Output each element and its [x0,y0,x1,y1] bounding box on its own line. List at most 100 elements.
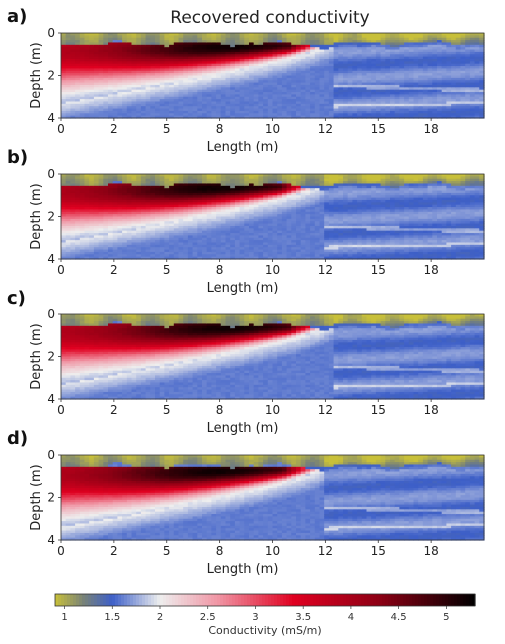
heatmap-cell [155,108,161,112]
heatmap-cell [61,47,67,51]
heatmap-cell [122,101,128,105]
heatmap-cell [422,84,429,88]
heatmap-cell [408,99,415,103]
heatmap-cell [150,51,156,55]
heatmap-cell [437,101,443,105]
heatmap-cell [117,84,123,88]
heatmap-cell [258,75,264,79]
heatmap-cell [474,40,480,44]
heatmap-cell [347,106,353,110]
heatmap-cell [451,33,457,36]
heatmap-cell [347,35,353,39]
heatmap-cell [122,40,128,44]
heatmap-cell [103,254,109,258]
heatmap-cell [422,96,429,100]
heatmap-cell [234,75,241,79]
heatmap-cell [140,70,147,74]
heatmap-cell [413,113,419,117]
heatmap-cell [183,110,189,114]
heatmap-cell [84,33,90,36]
heatmap-cell [253,115,259,119]
heatmap-cell [371,66,377,70]
heatmap-cell [286,63,292,67]
heatmap-cell [108,202,114,206]
heatmap-cell [61,106,67,110]
heatmap-cell [159,108,165,112]
heatmap-cell [117,94,123,98]
heatmap-cell [187,87,194,91]
heatmap-cell [296,82,302,86]
heatmap-cell [89,240,95,244]
heatmap-cell [136,82,142,86]
heatmap-cell [390,108,396,112]
heatmap-cell [136,115,142,119]
heatmap-cell [206,58,212,62]
heatmap-cell [84,228,90,232]
heatmap-cell [328,96,335,100]
heatmap-cell [155,115,161,119]
heatmap-cell [258,89,264,93]
heatmap-cell [140,89,147,93]
heatmap-cell [263,49,269,53]
heatmap-cell [460,94,466,98]
heatmap-cell [169,99,175,103]
heatmap-cell [305,44,311,48]
heatmap-cell [206,92,212,95]
heatmap-cell [394,92,400,95]
heatmap-cell [310,37,316,41]
heatmap-cell [202,40,208,44]
heatmap-cell [122,99,128,103]
heatmap-cell [375,80,382,84]
heatmap-cell [234,77,241,81]
heatmap-cell [300,63,306,67]
heatmap-cell [479,84,485,88]
heatmap-cell [216,115,222,119]
heatmap-cell [418,92,424,95]
heatmap-cell [65,113,71,117]
heatmap-cell [375,75,382,79]
heatmap-cell [169,51,175,55]
heatmap-cell [70,188,76,192]
heatmap-cell [150,75,156,79]
heatmap-cell [338,42,344,46]
heatmap-cell [216,49,222,53]
heatmap-cell [70,49,76,53]
heatmap-cell [343,35,349,39]
heatmap-cell [432,58,438,62]
heatmap-cell [79,96,86,100]
heatmap-cell [197,73,203,77]
heatmap-cell [108,106,114,110]
heatmap-cell [347,37,353,41]
heatmap-cell [258,70,264,74]
heatmap-cell [399,108,405,112]
heatmap-cell [164,42,170,46]
heatmap-cell [183,63,189,67]
heatmap-cell [159,115,165,119]
heatmap-cell [324,115,330,119]
heatmap-cell [418,82,424,86]
heatmap-cell [178,33,184,36]
heatmap-cell [239,87,245,91]
heatmap-cell [192,58,198,62]
heatmap-cell [79,174,86,177]
heatmap-cell [333,42,339,46]
heatmap-cell [136,92,142,95]
heatmap-cell [427,99,433,103]
heatmap-cell [98,96,104,100]
heatmap-cell [108,240,114,244]
heatmap-cell [98,242,104,246]
heatmap-cell [211,47,217,51]
heatmap-cell [108,103,114,107]
heatmap-cell [150,44,156,48]
heatmap-cell [65,190,71,194]
heatmap-cell [155,33,161,36]
heatmap-cell [451,96,457,100]
heatmap-cell [117,49,123,53]
heatmap-cell [357,35,363,39]
heatmap-cell [197,42,203,46]
heatmap-cell [338,82,344,86]
heatmap-cell [84,202,90,206]
heatmap-cell [319,113,325,117]
heatmap-cell [343,68,349,72]
heatmap-cell [65,40,71,44]
